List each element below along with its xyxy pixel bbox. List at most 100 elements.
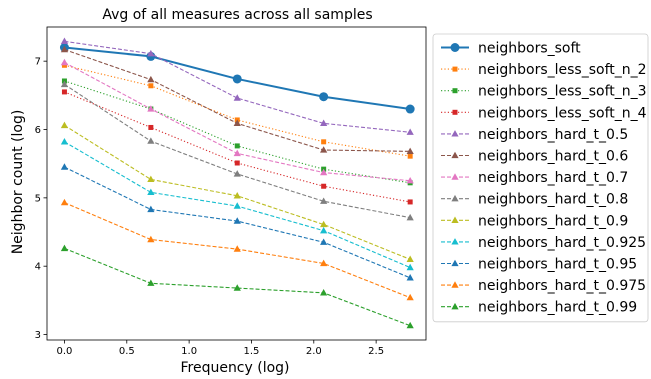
legend-marker [451, 194, 459, 202]
data-point [147, 279, 155, 286]
data-point [233, 94, 241, 101]
y-tick-label: 6 [35, 125, 41, 136]
data-point [320, 168, 328, 176]
data-point [60, 163, 69, 170]
legend-entry: neighbors_hard_t_0.95 [441, 257, 637, 273]
data-point [60, 138, 69, 145]
legend-entry: neighbors_hard_t_0.5 [441, 127, 628, 143]
legend: neighbors_soft neighbors_less_soft_n_2nei… [432, 33, 649, 323]
legend-label: neighbors_less_soft_n_4 [478, 105, 647, 121]
data-point [405, 104, 415, 114]
series-12 [60, 244, 414, 329]
series-0 [59, 43, 415, 114]
data-point [233, 284, 241, 291]
data-point [233, 170, 241, 177]
axes-frame [46, 26, 427, 341]
series-7 [60, 80, 414, 221]
data-point [320, 259, 328, 267]
legend-label: neighbors_hard_t_0.99 [478, 300, 637, 316]
data-point [233, 217, 241, 224]
data-point [320, 289, 328, 296]
series-8 [60, 121, 414, 263]
legend-marker [452, 109, 458, 115]
data-point [320, 119, 328, 127]
data-point [407, 153, 413, 159]
legend-entry: neighbors_hard_t_0.925 [441, 235, 646, 251]
series-10 [60, 163, 414, 281]
legend-label: neighbors_hard_t_0.975 [478, 278, 646, 294]
series-line [64, 247, 411, 327]
data-point [406, 176, 414, 184]
x-tick-label: 2.5 [368, 346, 384, 357]
data-point [147, 235, 155, 243]
data-point [147, 75, 155, 83]
data-point [60, 37, 69, 45]
data-point [406, 263, 414, 271]
data-point [319, 92, 329, 102]
data-point [406, 321, 414, 329]
data-point [147, 105, 155, 112]
legend-marker [451, 281, 459, 288]
legend-entry: neighbors_hard_t_0.7 [441, 170, 628, 186]
legend-marker [452, 88, 458, 94]
legend-entry: neighbors_hard_t_0.99 [441, 300, 637, 316]
series-6 [60, 58, 414, 184]
x-tick-label: 1.5 [244, 346, 260, 357]
x-tick-label: 0.0 [57, 346, 73, 357]
data-point [406, 255, 414, 263]
legend-marker [451, 238, 459, 245]
y-tick-label: 4 [35, 262, 41, 273]
x-tick-label: 2.0 [306, 346, 322, 357]
legend-entry: neighbors_hard_t_0.975 [441, 278, 646, 294]
legend-label: neighbors_less_soft_n_3 [478, 84, 647, 100]
legend-label: neighbors_hard_t_0.95 [478, 257, 637, 273]
plot-area: 0.0 0.5 1.0 1.5 2.0 2.5 3 4 5 6 7 [35, 26, 427, 357]
data-point [60, 198, 69, 206]
legend-marker [451, 259, 459, 267]
data-point [60, 80, 69, 88]
data-point [234, 143, 240, 149]
data-point [406, 293, 414, 301]
legend-marker [451, 302, 459, 310]
legend-marker [450, 43, 460, 52]
data-point [406, 147, 414, 155]
data-point [148, 124, 154, 130]
data-point [147, 137, 155, 144]
data-point [233, 192, 241, 199]
legend-entry: neighbors_hard_t_0.9 [441, 213, 628, 229]
data-point [61, 89, 67, 95]
data-point [320, 238, 328, 245]
data-point [60, 244, 69, 252]
legend-marker [452, 66, 458, 72]
legend-marker [451, 173, 459, 180]
series-9 [60, 138, 414, 271]
legend-label: neighbors_hard_t_0.9 [478, 213, 628, 229]
legend-marker [451, 151, 459, 159]
data-point [61, 62, 67, 68]
data-point [234, 160, 240, 166]
data-point [406, 274, 414, 281]
data-point [232, 74, 242, 84]
series-4 [60, 37, 414, 135]
y-tick-label: 5 [35, 193, 41, 204]
x-tick-label: 1.0 [181, 346, 197, 357]
data-point [407, 199, 413, 205]
series-11 [60, 198, 414, 301]
data-point [233, 245, 241, 252]
data-point [147, 188, 155, 196]
data-point [321, 139, 327, 145]
data-point [147, 175, 155, 183]
legend-entry: neighbors_less_soft_n_4 [441, 105, 647, 121]
legend-box [432, 33, 649, 323]
legend-marker [451, 130, 459, 137]
legend-label: neighbors_less_soft_n_2 [478, 62, 647, 78]
legend-marker [451, 216, 459, 223]
series-line [64, 91, 411, 203]
legend-entry: neighbors_hard_t_0.6 [441, 149, 628, 165]
data-point [60, 121, 69, 129]
legend-entry: neighbors_less_soft_n_3 [441, 84, 647, 100]
chart-title: Avg of all measures across all samples [102, 7, 372, 23]
series-3 [61, 89, 413, 205]
data-point [233, 119, 241, 127]
